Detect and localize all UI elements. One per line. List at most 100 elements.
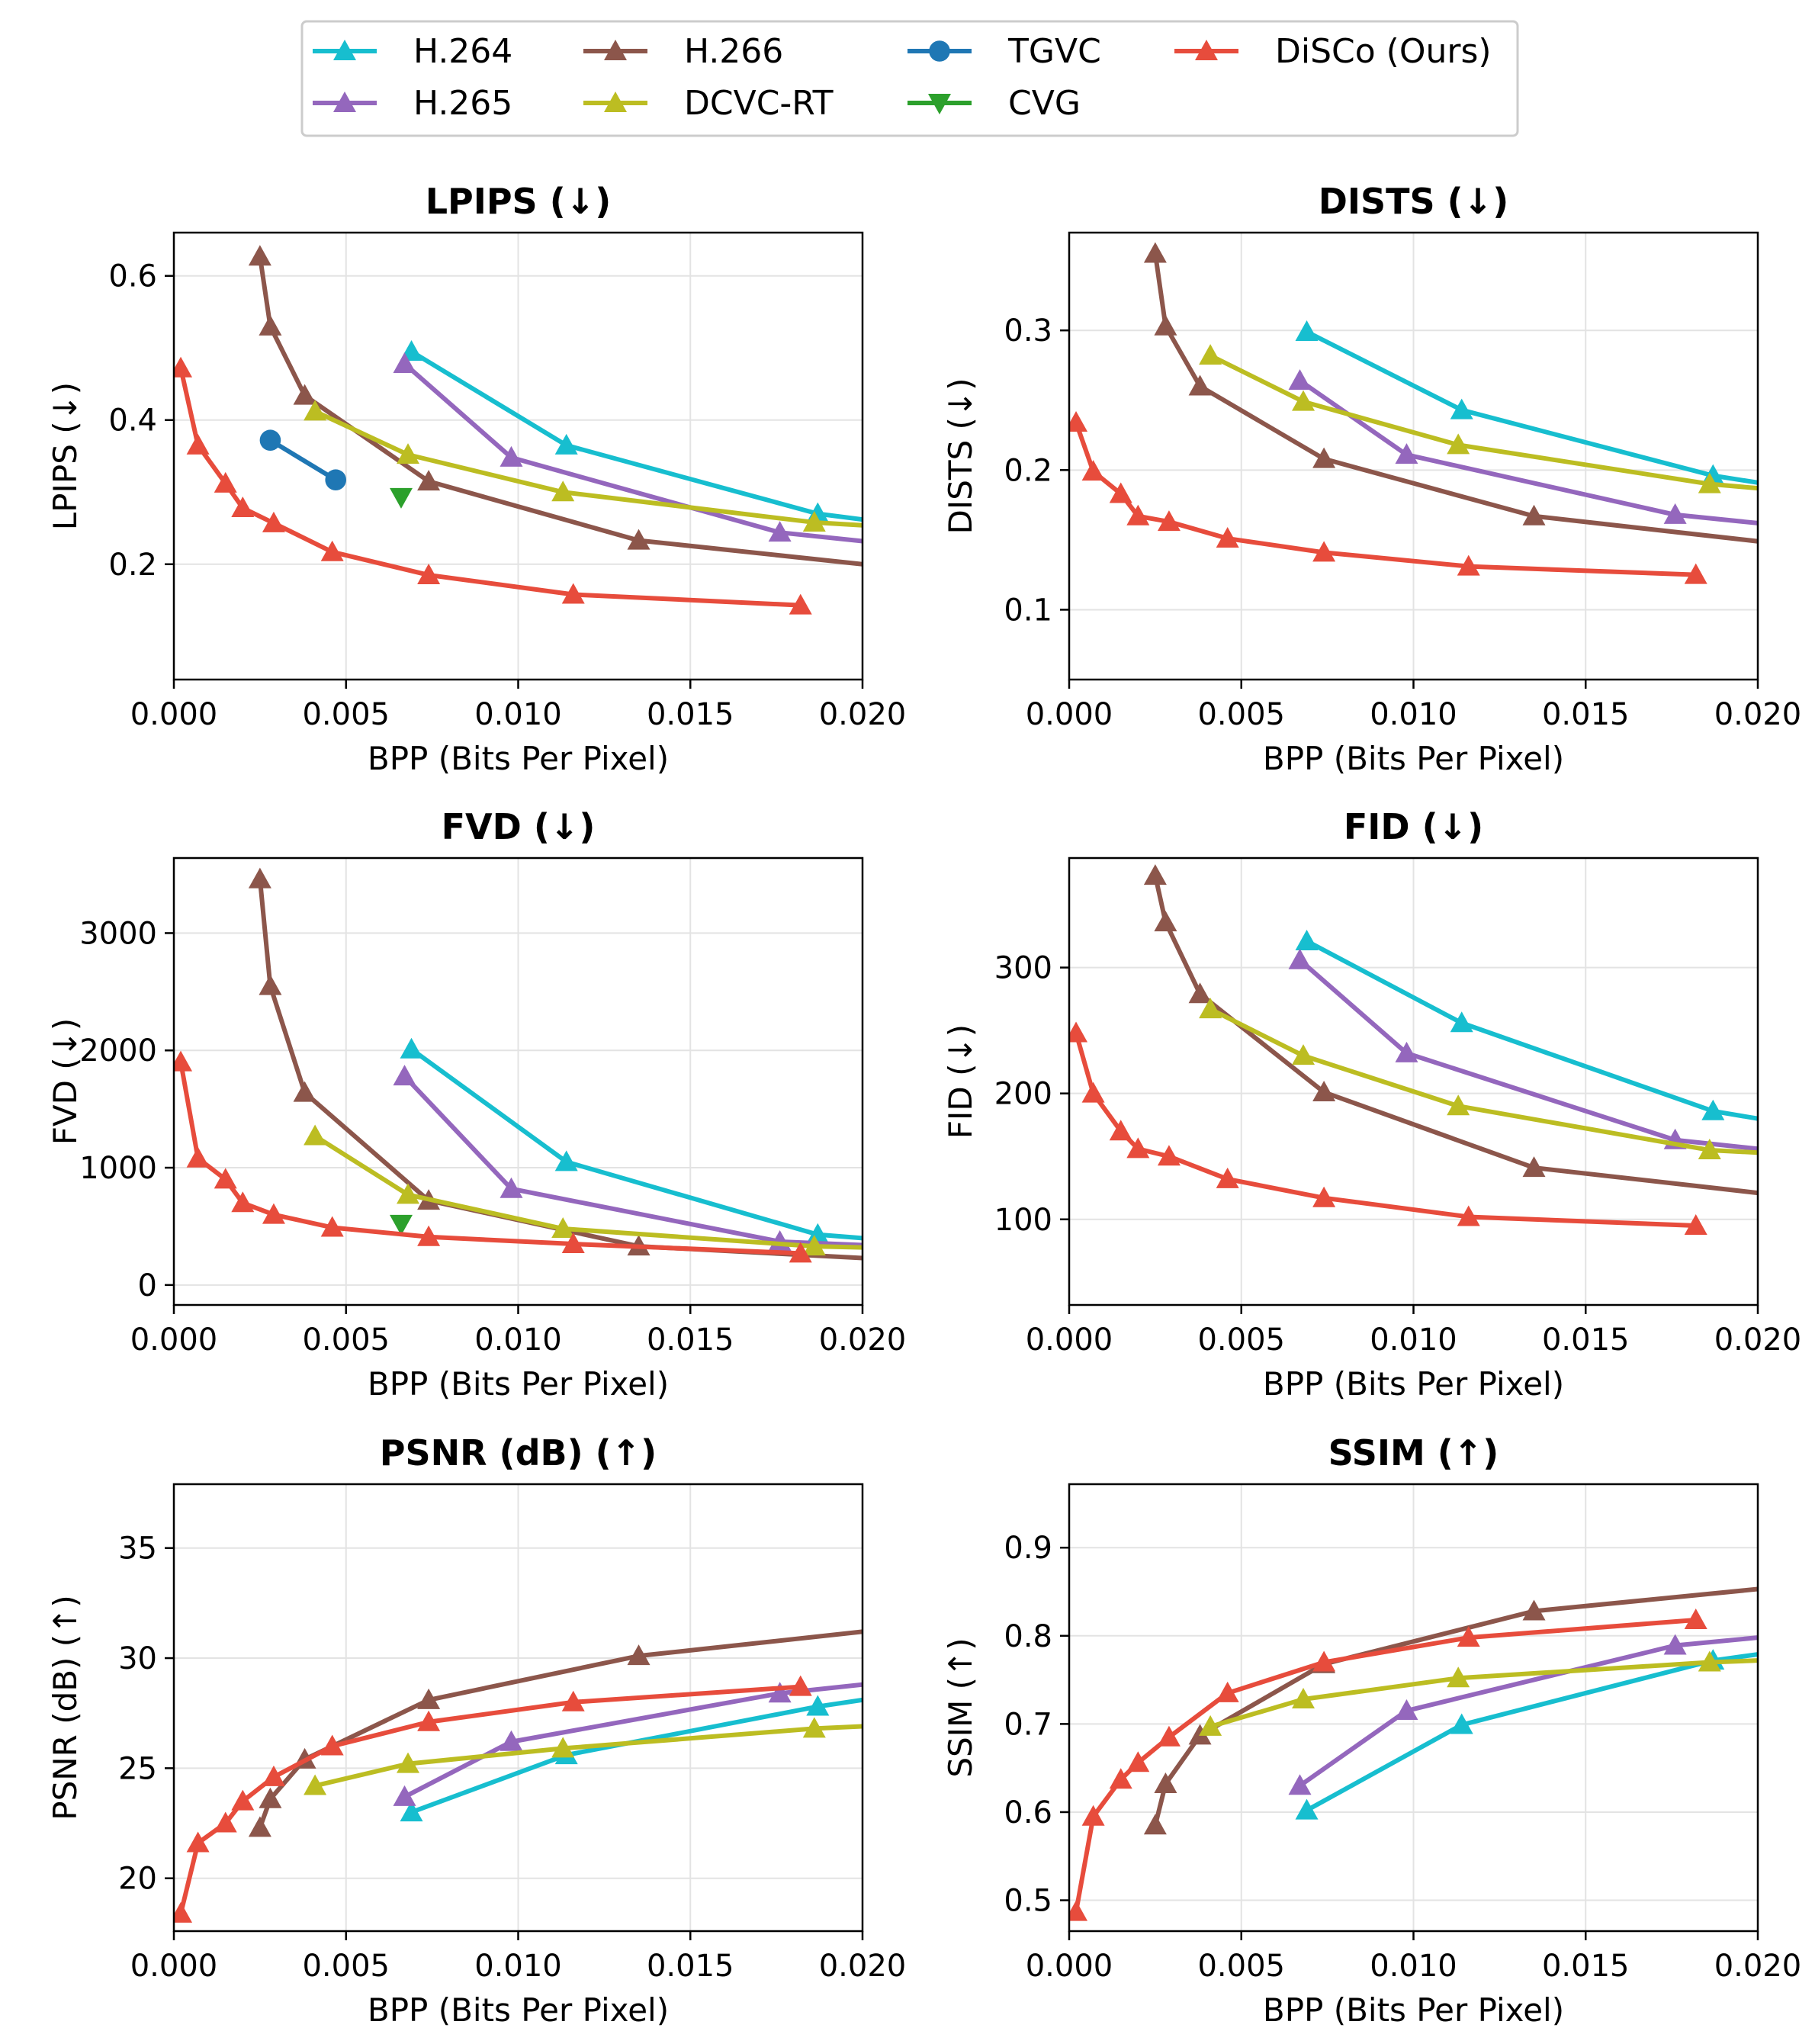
x-tick-label: 0.000 — [1026, 1949, 1113, 1984]
chart-title: FID (↓) — [1344, 806, 1483, 847]
series-h-266 — [1143, 242, 1758, 544]
data-point — [1312, 1081, 1336, 1102]
data-point — [397, 443, 420, 464]
data-point — [627, 529, 651, 550]
y-axis-label: SSIM (↑) — [942, 1637, 979, 1777]
x-tick-label: 0.010 — [1370, 697, 1457, 732]
x-tick-label: 0.005 — [1197, 1322, 1285, 1358]
series-h-265 — [1288, 369, 1758, 525]
y-tick-label: 3000 — [79, 916, 157, 951]
x-tick-label: 0.010 — [1370, 1322, 1457, 1358]
chart-psnr-db: 0.000 0.005 0.010 0.015 0.020 20 25 30 35 PSNR (d… — [47, 1432, 906, 2029]
series-h-264 — [400, 1037, 863, 1244]
legend-label: CVG — [1008, 84, 1081, 123]
legend-item-h-266: H.266 — [583, 32, 783, 71]
series-layer — [1069, 242, 1758, 584]
series-line — [1297, 957, 1758, 1152]
y-tick-label: 0.9 — [1004, 1531, 1052, 1566]
chart-title: PSNR (dB) (↑) — [380, 1432, 657, 1474]
x-tick-label: 0.010 — [1370, 1949, 1457, 1984]
data-point — [1109, 1768, 1132, 1789]
data-point — [1312, 1650, 1336, 1672]
data-point — [789, 1675, 812, 1696]
series-line — [1297, 378, 1758, 525]
series-disco-ours — [174, 1675, 812, 1923]
grid — [173, 233, 863, 680]
y-tick-label: 35 — [118, 1531, 157, 1567]
x-tick-label: 0.005 — [302, 1322, 390, 1358]
y-tick-label: 0.6 — [108, 259, 157, 294]
data-point — [1295, 1798, 1319, 1820]
y-tick-label: 0.5 — [1004, 1884, 1052, 1919]
data-point — [214, 1811, 237, 1833]
chart-fid: 0.000 0.005 0.010 0.015 0.020 100 200 300 FID (↓… — [942, 806, 1801, 1403]
data-point — [248, 245, 271, 266]
data-point — [1312, 541, 1336, 562]
x-tick-label: 0.000 — [1026, 1322, 1113, 1358]
series-line — [1152, 251, 1758, 544]
y-tick-label: 0.4 — [108, 403, 157, 439]
data-point — [320, 1734, 344, 1756]
data-point — [1109, 1120, 1132, 1141]
data-point — [1069, 411, 1088, 432]
series-h-264 — [1295, 929, 1758, 1121]
y-tick-label: 0.3 — [1004, 313, 1052, 349]
series-dcvc-rt — [304, 400, 863, 532]
series-h-266 — [1143, 864, 1758, 1196]
y-tick-label: 30 — [118, 1641, 157, 1676]
series-dcvc-rt — [1199, 998, 1758, 1159]
chart-title: FVD (↓) — [442, 806, 596, 847]
data-point — [1447, 1666, 1470, 1688]
x-tick-label: 0.015 — [1542, 1322, 1630, 1358]
y-tick-label: 200 — [994, 1077, 1052, 1112]
x-axis-label: BPP (Bits Per Pixel) — [1263, 1991, 1564, 2029]
x-tick-label: 0.015 — [1542, 1949, 1630, 1984]
legend: H.264 H.265 H.266 DCVC-RT TGVC CVG DiSCo (Ours… — [300, 20, 1519, 137]
y-tick-label: 20 — [118, 1862, 157, 1897]
series-layer — [1069, 1586, 1758, 1921]
data-point — [1522, 1156, 1546, 1178]
data-point — [1292, 1688, 1315, 1709]
series-disco-ours — [1069, 411, 1707, 584]
series-layer — [174, 867, 863, 1263]
data-point — [1199, 344, 1222, 365]
data-point — [1143, 1814, 1167, 1835]
data-point — [1126, 504, 1150, 525]
y-axis-label: PSNR (dB) (↑) — [47, 1595, 84, 1821]
data-point — [1698, 1138, 1721, 1159]
data-point — [1157, 1145, 1181, 1166]
data-point — [500, 1730, 523, 1751]
data-point — [259, 1787, 282, 1808]
data-point — [1295, 929, 1319, 950]
y-axis-label: DISTS (↓) — [942, 378, 979, 534]
data-point — [1395, 1699, 1418, 1721]
data-point — [1216, 1167, 1239, 1188]
data-point — [1081, 1805, 1105, 1826]
data-point — [1154, 314, 1177, 336]
series-line — [1297, 1635, 1758, 1788]
series-h-265 — [393, 1065, 863, 1251]
y-tick-label: 0 — [138, 1268, 157, 1303]
x-tick-label: 0.015 — [647, 1322, 734, 1358]
legend-marker — [929, 40, 950, 62]
series-cvg — [389, 1214, 413, 1236]
data-point — [248, 867, 271, 889]
series-h-265 — [393, 352, 863, 544]
x-tick-label: 0.000 — [1026, 697, 1113, 732]
series-line — [1304, 329, 1758, 485]
x-tick-label: 0.005 — [1197, 1949, 1285, 1984]
legend-label: DCVC-RT — [684, 84, 834, 123]
x-tick-label: 0.000 — [130, 697, 218, 732]
y-tick-label: 300 — [994, 951, 1052, 986]
chart-title: SSIM (↑) — [1328, 1432, 1499, 1474]
data-point — [1143, 242, 1167, 263]
data-point — [1154, 1772, 1177, 1793]
data-point — [551, 1217, 575, 1239]
x-tick-label: 0.020 — [1714, 697, 1802, 732]
data-point — [561, 583, 585, 604]
data-point — [400, 1037, 423, 1059]
data-point — [554, 433, 578, 455]
chart-dists: 0.000 0.005 0.010 0.015 0.020 0.1 0.2 0.3 DISTS … — [942, 181, 1801, 777]
legend-marker — [1195, 40, 1218, 60]
